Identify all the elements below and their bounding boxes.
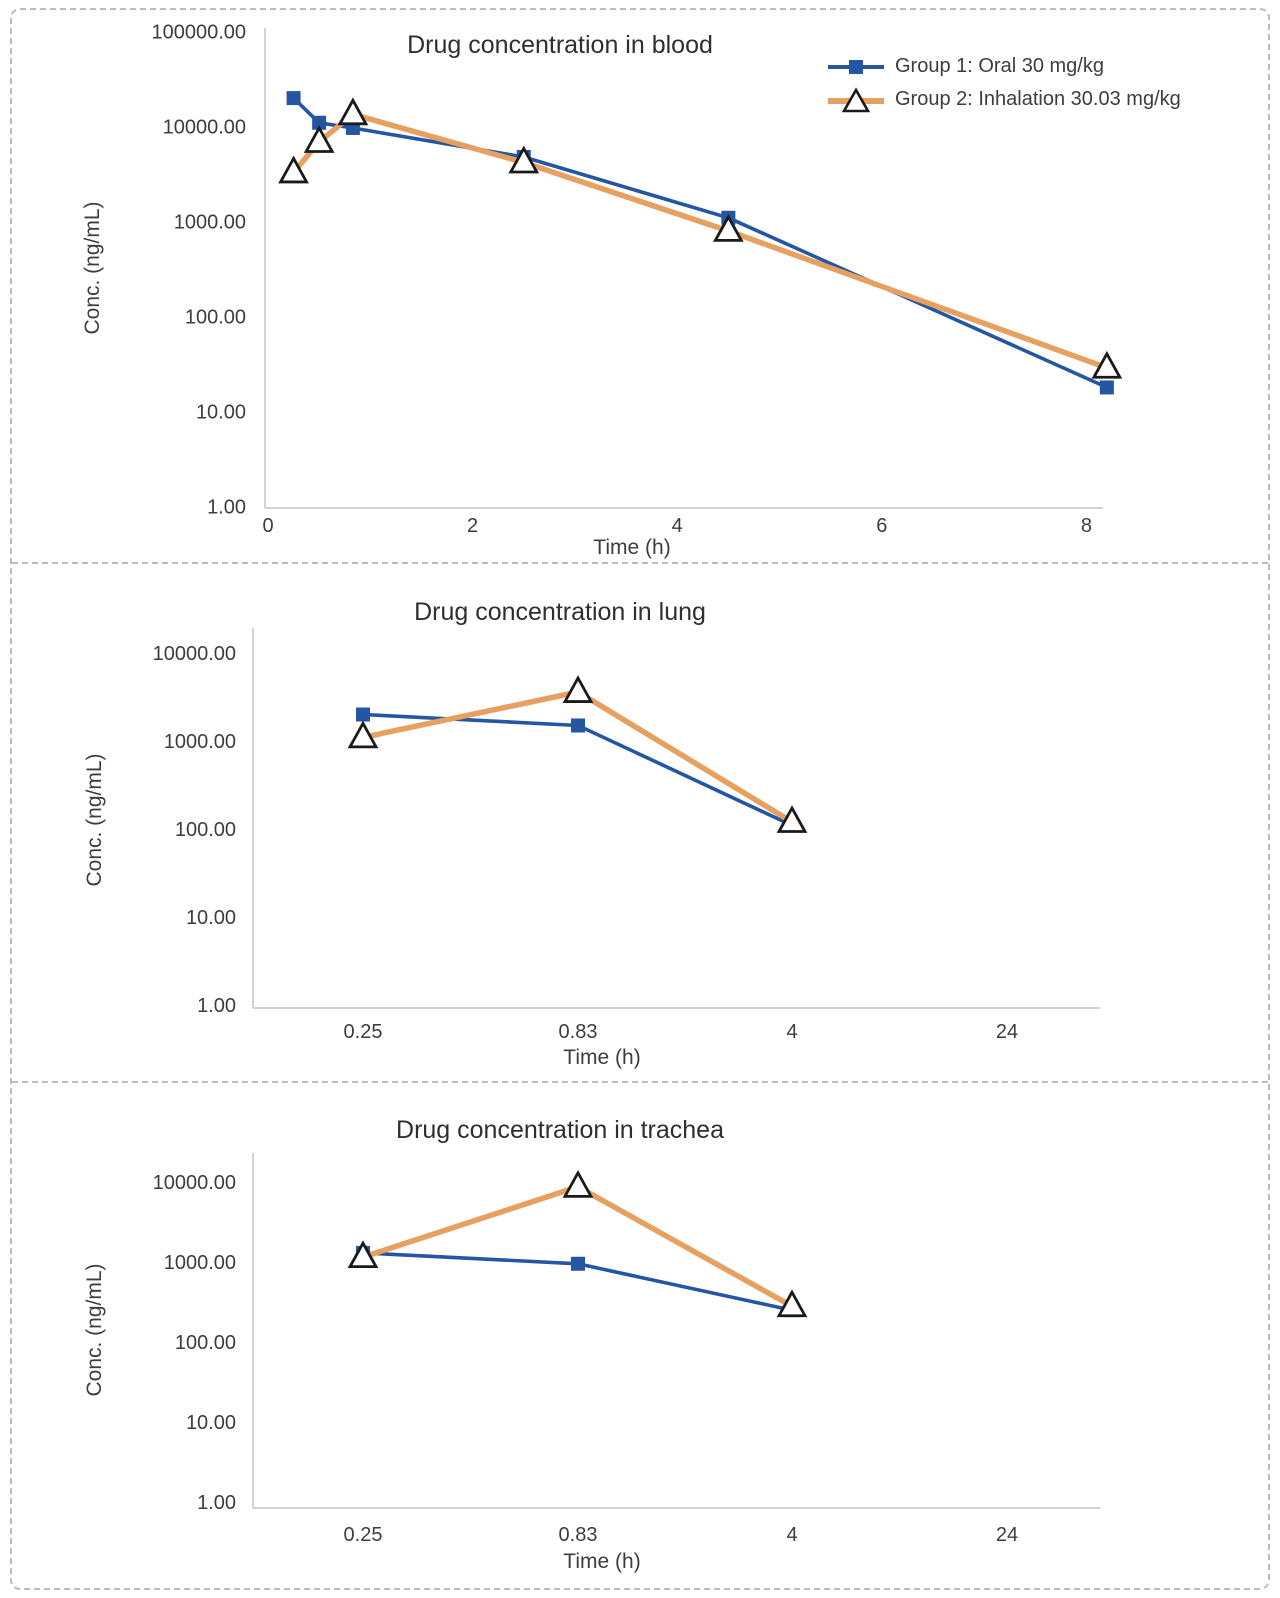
- group2-triangle-marker: [347, 720, 379, 749]
- group2-triangle-marker: [776, 805, 808, 833]
- y-tick-label: 10000.00: [153, 643, 236, 665]
- y-tick-label: 10000.00: [153, 1172, 236, 1194]
- group2-triangle-marker: [1091, 350, 1123, 379]
- x-tick-label: 0.83: [559, 1021, 598, 1043]
- legend-item-group1: Group 1: Oral 30 mg/kg: [826, 50, 1181, 83]
- group2-triangle-marker: [337, 97, 369, 126]
- y-axis-title-lung: Conc. (ng/mL): [83, 753, 106, 887]
- y-tick-label: 1.00: [207, 497, 246, 519]
- y-tick-label: 1.00: [197, 995, 236, 1017]
- x-tick-label: 0.83: [559, 1524, 598, 1546]
- group2-triangle-marker: [508, 145, 540, 174]
- series-line-group2-inhalation: [362, 1184, 794, 1309]
- group2-triangle-marker: [562, 675, 594, 703]
- y-tick-label: 10000.00: [163, 117, 246, 139]
- trachea-chart-panel: 10000.00 1000.00 100.00 10.00 1.00 0.25 0.83 4 2…: [0, 1082, 1280, 1598]
- group2-triangle-marker: [303, 125, 335, 153]
- x-tick-label: 0.25: [344, 1524, 383, 1546]
- series-line-group1-oral: [292, 96, 1108, 390]
- legend-item-group2: Group 2: Inhalation 30.03 mg/kg: [826, 83, 1181, 116]
- blood-chart: 100000.00 10000.00 1000.00 100.00 10.00 1.00 0…: [151, 22, 1123, 537]
- x-tick-label: 0.25: [344, 1021, 383, 1043]
- group2-triangle-marker: [278, 155, 309, 184]
- series-line-group2-inhalation: [362, 689, 794, 825]
- group2-triangle-marker: [347, 1240, 379, 1269]
- y-axis-title-blood: Conc. (ng/mL): [81, 201, 104, 335]
- y-axis-title-trachea: Conc. (ng/mL): [83, 1263, 106, 1397]
- x-tick-label: 8: [1081, 515, 1092, 537]
- y-tick-label: 10.00: [186, 1412, 236, 1434]
- panel-divider-2: [12, 1081, 1268, 1083]
- series-line-group2-inhalation: [291, 111, 1108, 371]
- x-tick-label: 4: [786, 1021, 797, 1043]
- chart-title-blood: Drug concentration in blood: [407, 31, 713, 59]
- group1-square-marker: [1099, 380, 1114, 395]
- trachea-chart: 10000.00 1000.00 100.00 10.00 1.00 0.25 0.83 4 2…: [153, 1153, 1100, 1546]
- y-tick-label: 1000.00: [164, 1252, 236, 1274]
- y-tick-label: 10.00: [186, 907, 236, 929]
- x-tick-label: 4: [786, 1524, 797, 1546]
- x-tick-label: 2: [467, 515, 478, 537]
- y-tick-label: 1000.00: [164, 731, 236, 753]
- x-tick-label: 24: [996, 1524, 1018, 1546]
- y-tick-label: 100.00: [185, 307, 246, 329]
- group1-square-marker: [312, 115, 327, 130]
- x-tick-label: 24: [996, 1021, 1018, 1043]
- legend: Group 1: Oral 30 mg/kg Group 2: Inhalati…: [826, 50, 1181, 116]
- lung-chart: 10000.00 1000.00 100.00 10.00 1.00 0.25 0.83 4 2…: [153, 628, 1100, 1043]
- y-tick-label: 1.00: [197, 1492, 236, 1514]
- panel-divider-1: [12, 562, 1268, 564]
- x-tick-label: 6: [876, 515, 887, 537]
- group2-triangle-marker-icon: [828, 86, 884, 112]
- x-axis-title-blood: Time (h): [593, 536, 671, 559]
- group2-triangle-marker: [562, 1169, 594, 1198]
- group1-square-marker-icon: [828, 59, 884, 74]
- legend-label-group1: Group 1: Oral 30 mg/kg: [895, 55, 1104, 77]
- group1-square-marker: [571, 718, 585, 733]
- group1-square-marker: [356, 707, 370, 722]
- chart-title-lung: Drug concentration in lung: [414, 598, 706, 626]
- y-tick-label: 100000.00: [151, 22, 246, 44]
- lung-chart-panel: 10000.00 1000.00 100.00 10.00 1.00 0.25 0.83 4 2…: [0, 562, 1280, 1081]
- group2-triangle-marker: [776, 1289, 808, 1318]
- legend-label-group2: Group 2: Inhalation 30.03 mg/kg: [895, 88, 1181, 110]
- x-tick-label: 4: [672, 515, 683, 537]
- y-tick-label: 100.00: [175, 819, 236, 841]
- group1-square-marker: [571, 1256, 585, 1271]
- y-tick-label: 1000.00: [174, 212, 246, 234]
- chart-title-trachea: Drug concentration in trachea: [396, 1116, 724, 1144]
- group1-square-marker: [286, 91, 301, 106]
- y-tick-label: 100.00: [175, 1332, 236, 1354]
- group2-triangle-marker: [712, 214, 744, 242]
- blood-chart-panel: 100000.00 10000.00 1000.00 100.00 10.00 1.00 0…: [0, 0, 1280, 562]
- x-axis-title-lung: Time (h): [563, 1046, 641, 1069]
- x-tick-label: 0: [262, 515, 273, 537]
- y-tick-label: 10.00: [196, 402, 246, 424]
- x-axis-title-trachea: Time (h): [563, 1550, 641, 1573]
